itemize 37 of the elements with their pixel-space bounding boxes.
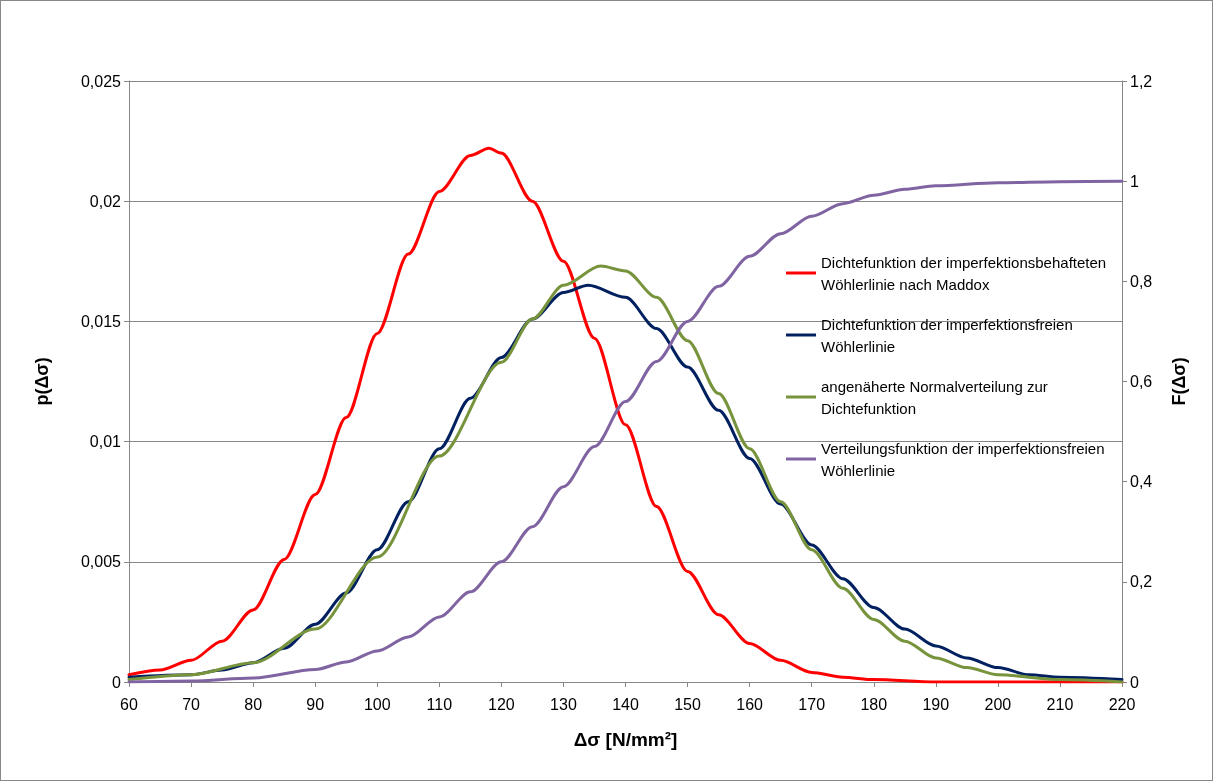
x-tick-label: 170 (798, 695, 826, 713)
x-tick-label: 180 (860, 695, 888, 713)
y-tick-label: 0,01 (89, 433, 122, 451)
x-tick-label: 80 (244, 695, 263, 713)
x-tick-label: 220 (1108, 695, 1136, 713)
x-axis-title: Δσ [N/mm²] (573, 729, 678, 750)
y-tick-label: 0,005 (80, 553, 122, 571)
y-tick-label: 0,025 (80, 72, 122, 90)
y2-tick-label: 1 (1130, 172, 1139, 190)
x-tick-label: 200 (984, 695, 1012, 713)
x-tick-label: 70 (182, 695, 201, 713)
x-tick-label: 150 (674, 695, 702, 713)
y2-tick-label: 0,6 (1130, 373, 1153, 390)
x-tick-label: 100 (363, 695, 391, 713)
y2-tick-label: 0,2 (1130, 573, 1153, 591)
x-tick-label: 120 (488, 695, 515, 713)
x-tick-label: 130 (550, 695, 577, 713)
y-tick-label: 0,015 (80, 312, 122, 330)
x-tick-label: 210 (1046, 695, 1074, 713)
legend-label: Dichtefunktion der imperfektionsfreien Wöhlerlinie (821, 315, 1077, 355)
legend-label: angenäherte Normalverteilung zur Dichtefunktion (821, 377, 1052, 417)
y2-axis-title: F(Δσ) (1169, 357, 1189, 406)
x-tick-label: 90 (306, 695, 325, 713)
x-tick-label: 190 (922, 695, 950, 713)
x-tick-label: 60 (120, 695, 138, 713)
x-tick-label: 140 (612, 695, 639, 713)
legend-label: Dichtefunktion der imperfektionsbehafteten Wöhlerlinie nach Maddox (821, 253, 1111, 293)
y-tick-label: 0,02 (89, 192, 122, 210)
x-tick-label: 160 (736, 695, 764, 713)
x-tick-label: 110 (426, 695, 453, 713)
y2-tick-label: 0 (1130, 673, 1139, 691)
y-axis-title: p(Δσ) (32, 357, 52, 406)
y2-tick-label: 1,2 (1130, 72, 1153, 90)
y2-tick-label: 0,8 (1130, 272, 1153, 290)
legend-label: Verteilungsfunktion der imperfektionsfreien Wöhlerlinie (821, 439, 1109, 479)
y-tick-label: 0 (112, 673, 122, 691)
y2-tick-label: 0,4 (1130, 473, 1153, 491)
